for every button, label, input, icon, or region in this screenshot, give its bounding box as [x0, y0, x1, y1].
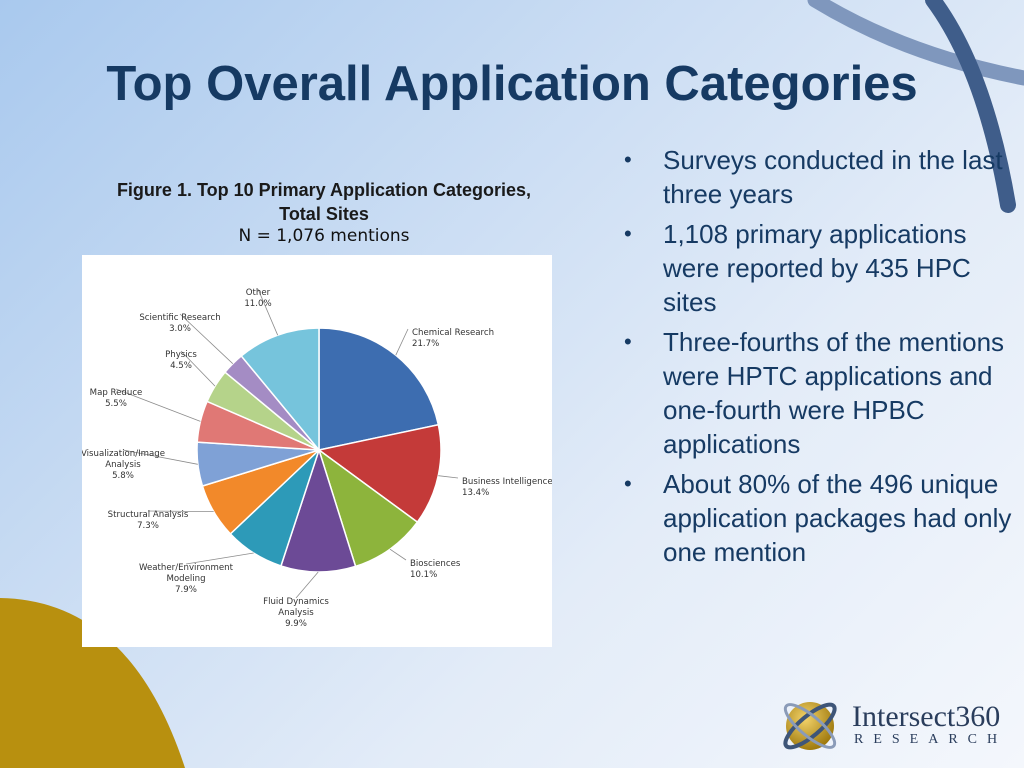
pie-leader-lines — [115, 288, 459, 599]
slice-value: 7.3% — [137, 521, 159, 531]
slice-value: 4.5% — [170, 361, 192, 371]
bullet-item: • Three-fourths of the mentions were HPTC… — [622, 325, 1012, 461]
gold-arc-decoration — [0, 598, 185, 768]
bullet-list: • Surveys conducted in the last three yea… — [622, 143, 1012, 575]
blue-swoosh-dark — [925, 0, 1016, 213]
bullet-item: • Surveys conducted in the last three yea… — [622, 143, 1012, 211]
leader-line — [185, 552, 254, 565]
blue-swoosh-light — [807, 0, 1024, 86]
slice-value: 7.9% — [175, 585, 197, 595]
slice-label: Chemical Research 21.7% — [412, 328, 494, 349]
bullet-text: Surveys conducted in the last three year… — [663, 145, 1003, 209]
slice-label: Map Reduce 5.5% — [90, 388, 143, 409]
slice-label: Biosciences 10.1% — [410, 559, 461, 580]
pie-slice — [317, 448, 419, 568]
slice-value: 9.9% — [285, 619, 307, 629]
bullet-icon: • — [624, 471, 632, 496]
logo-subtitle: RESEARCH — [854, 732, 1008, 747]
pie-chart-panel: Chemical Research 21.7% Business Intellige… — [82, 255, 552, 647]
slice-label: Business Intelligence 13.4% — [462, 477, 552, 498]
slice-label: Scientific Research 3.0% — [139, 313, 220, 334]
slice-label: Structural Analysis 7.3% — [108, 510, 189, 531]
leader-line — [122, 449, 198, 465]
bullet-icon: • — [624, 221, 632, 246]
slice-label: Other 11.0% — [244, 288, 271, 309]
slice-value: 5.8% — [112, 471, 134, 481]
pie-chart: Chemical Research 21.7% Business Intellige… — [82, 288, 552, 629]
slice-value: 10.1% — [410, 570, 437, 580]
bullet-item: • 1,108 primary applications were reporte… — [622, 217, 1012, 319]
intersect360-logo: Intersect360 RESEARCH — [778, 694, 1008, 758]
slice-label: Visualization/Image Analysis 5.8% — [82, 449, 165, 481]
figure-title: Figure 1. Top 10 Primary Application Cat… — [116, 180, 532, 224]
leader-line — [257, 288, 279, 336]
bullet-icon: • — [624, 147, 632, 172]
leader-line — [180, 350, 216, 387]
bullet-item: • About 80% of the 496 unique application… — [622, 467, 1012, 569]
slice-value: 13.4% — [462, 488, 489, 498]
pie-slice — [240, 327, 320, 453]
leader-line — [147, 510, 214, 512]
pie-slices — [196, 327, 442, 573]
bullet-text: 1,108 primary applications were reported… — [663, 219, 971, 317]
bullet-text: Three-fourths of the mentions were HPTC … — [663, 327, 1005, 459]
leader-line — [389, 548, 407, 561]
pie-slice — [280, 447, 357, 573]
slice-value: 21.7% — [412, 339, 439, 349]
leader-line — [179, 313, 234, 364]
pie-slice — [318, 327, 440, 451]
bullet-icon: • — [624, 329, 632, 354]
slice-value: 11.0% — [244, 299, 271, 309]
figure-sample-size: N = 1,076 mentions — [238, 226, 410, 246]
globe-logo-icon — [783, 702, 837, 750]
slide-title: Top Overall Application Categories — [106, 57, 918, 111]
logo-name: Intersect360 — [852, 700, 1001, 733]
leader-line — [295, 571, 319, 599]
leader-line — [438, 475, 459, 479]
slice-label: Fluid Dynamics Analysis 9.9% — [263, 597, 329, 629]
leader-line — [395, 328, 409, 356]
slice-value: 3.0% — [169, 324, 191, 334]
leader-line — [115, 388, 201, 422]
slice-label: Weather/Environment Modeling 7.9% — [139, 563, 234, 595]
pie-slice — [317, 423, 442, 524]
slice-value: 5.5% — [105, 399, 127, 409]
pie-labels: Chemical Research 21.7% Business Intellige… — [82, 288, 552, 629]
slice-label: Physics 4.5% — [165, 350, 197, 371]
bullet-text: About 80% of the 496 unique application … — [663, 469, 1012, 567]
